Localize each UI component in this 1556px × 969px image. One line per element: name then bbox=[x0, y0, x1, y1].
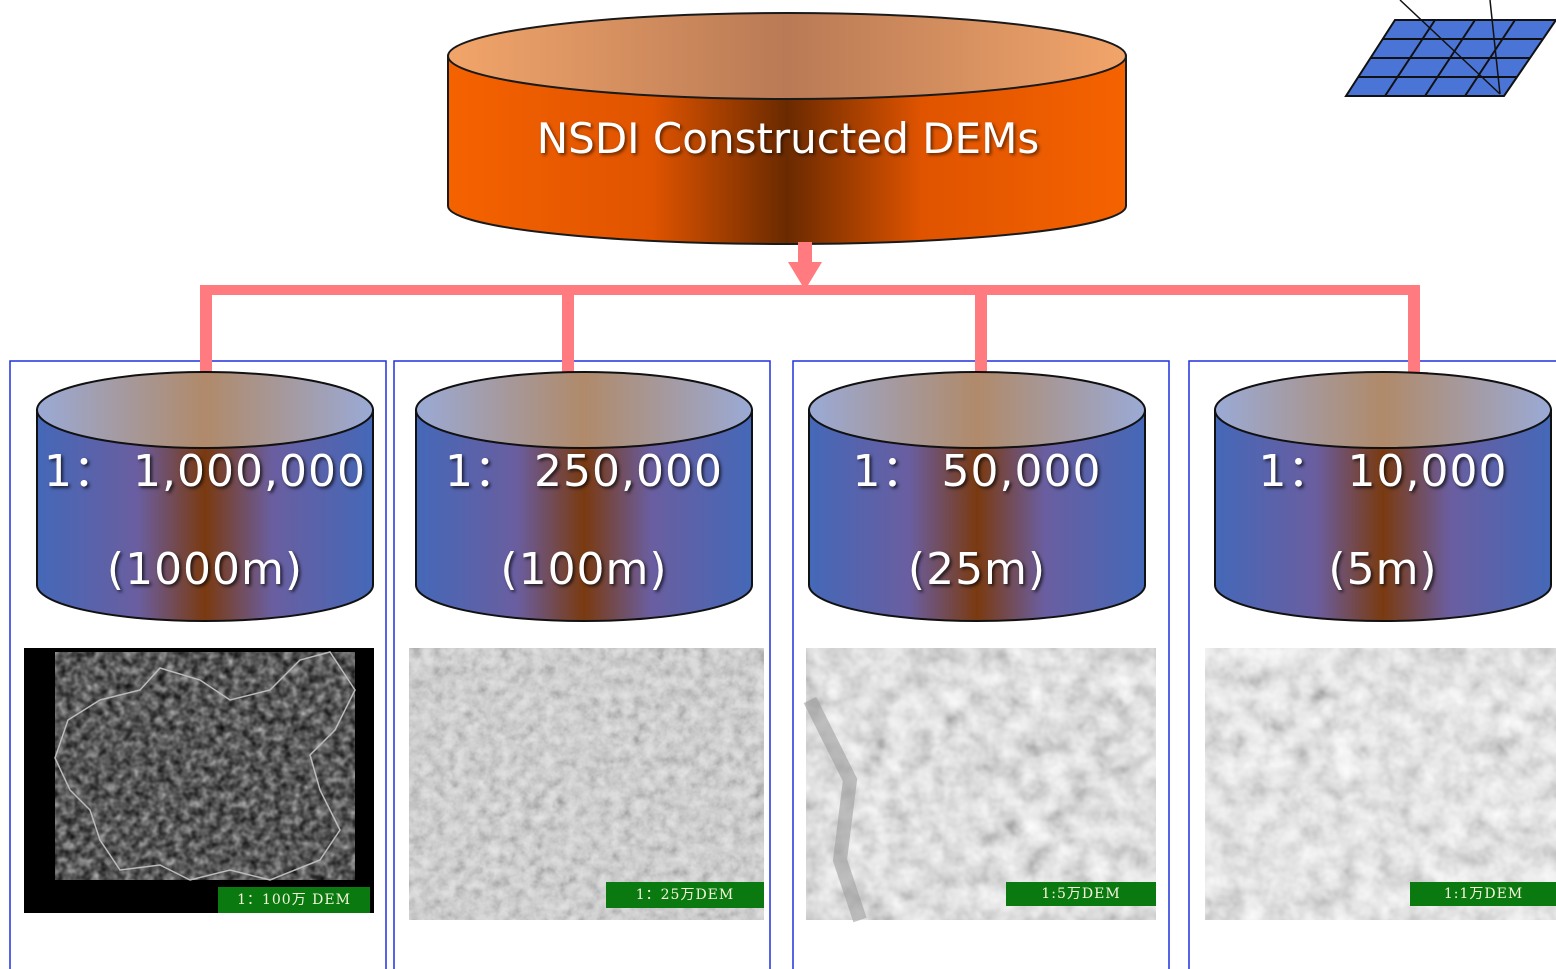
scale-label-2: 1： 250,000 bbox=[445, 446, 723, 497]
resolution-label-4: (5m) bbox=[1328, 544, 1438, 595]
main-arrowhead bbox=[788, 262, 822, 290]
map-label-1: 1：100万 DEM bbox=[237, 892, 351, 908]
resolution-label-3: (25m) bbox=[907, 544, 1047, 595]
hillshade-image-1 bbox=[24, 648, 374, 913]
map-label-3: 1:5万DEM bbox=[1041, 886, 1121, 902]
level-cylinder-4 bbox=[1214, 371, 1552, 622]
main-database-label: NSDI Constructed DEMs bbox=[536, 114, 1040, 163]
scale-label-4: 1： 10,000 bbox=[1258, 446, 1508, 497]
main-database-cylinder bbox=[447, 12, 1127, 245]
branch-3 bbox=[975, 285, 987, 375]
connector-arrows bbox=[192, 242, 1428, 412]
hillshade-image-3 bbox=[803, 648, 1156, 923]
hillshade-image-4 bbox=[1205, 648, 1556, 920]
panel-1 bbox=[9, 360, 387, 969]
branch-1 bbox=[200, 285, 212, 375]
branch-2 bbox=[562, 285, 574, 375]
resolution-label-2: (100m) bbox=[500, 544, 668, 595]
map-label-bg-3 bbox=[1006, 882, 1156, 906]
map-label-bg-1 bbox=[218, 887, 370, 913]
panel-4 bbox=[1188, 360, 1556, 969]
map-label-4: 1:1万DEM bbox=[1443, 886, 1524, 902]
main-stem bbox=[798, 242, 812, 266]
level-cylinder-1 bbox=[36, 371, 374, 622]
scale-label-3: 1： 50,000 bbox=[852, 446, 1102, 497]
grid-plane-icon bbox=[1344, 0, 1556, 97]
branch-4 bbox=[1408, 285, 1420, 375]
horizontal-bar bbox=[200, 285, 1420, 295]
level-cylinder-3 bbox=[808, 371, 1146, 622]
map-label-bg-2 bbox=[606, 882, 764, 908]
scale-label-1: 1： 1,000,000 bbox=[44, 446, 366, 497]
map-label-2: 1：25万DEM bbox=[635, 887, 735, 903]
panel-2 bbox=[393, 360, 771, 969]
map-label-bg-4 bbox=[1410, 882, 1556, 906]
hillshade-image-2 bbox=[409, 648, 764, 920]
level-cylinder-2 bbox=[415, 371, 753, 622]
resolution-label-1: (1000m) bbox=[106, 544, 304, 595]
